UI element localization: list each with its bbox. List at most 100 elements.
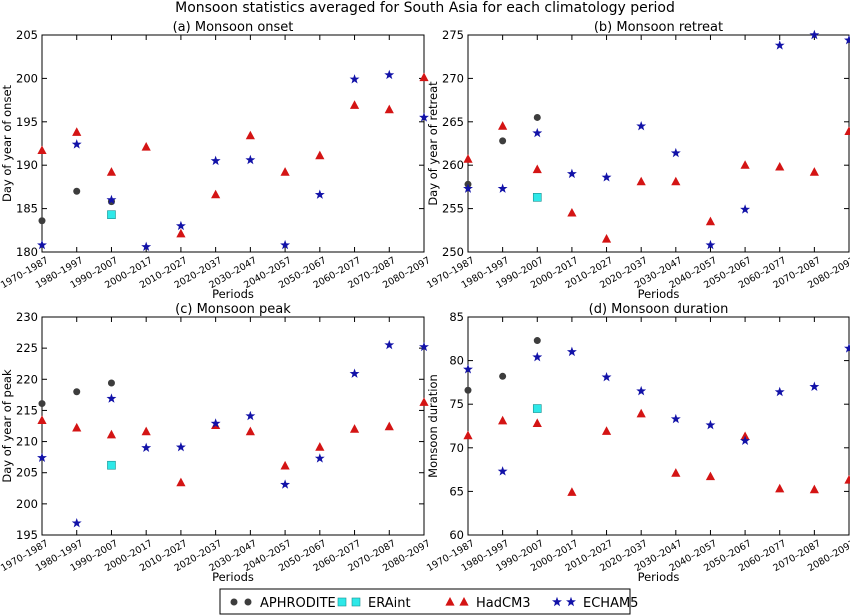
point-hadcm3 (141, 426, 151, 436)
point-aphrodite (73, 187, 81, 195)
y-tick-label: 205 (16, 28, 38, 42)
point-echam5 (497, 183, 508, 193)
legend-item-echam5: ECHAM5 (552, 596, 638, 611)
point-echam5 (71, 517, 82, 528)
point-echam5 (532, 351, 543, 362)
point-hadcm3 (705, 471, 716, 481)
y-tick-label: 275 (442, 28, 464, 42)
point-aphrodite (533, 337, 541, 345)
y-tick-label: 265 (442, 115, 464, 129)
point-hadcm3 (498, 121, 508, 130)
point-echam5 (106, 393, 117, 403)
y-tick-label: 75 (449, 397, 464, 411)
y-tick-label: 255 (442, 202, 464, 216)
series-eraint (107, 460, 116, 470)
point-echam5 (809, 381, 820, 391)
point-echam5 (71, 139, 82, 149)
x-axis-label: Periods (638, 287, 680, 301)
point-echam5 (844, 35, 850, 45)
point-echam5 (141, 442, 152, 453)
point-hadcm3 (463, 154, 473, 163)
point-echam5 (384, 339, 395, 350)
point-aphrodite (73, 388, 81, 396)
y-tick-label: 65 (449, 484, 464, 498)
panel-title: (b) Monsoon retreat (594, 20, 723, 35)
legend-marker (337, 597, 347, 607)
point-echam5 (497, 466, 508, 476)
point-echam5 (314, 189, 325, 199)
series-hadcm3 (463, 408, 850, 496)
point-hadcm3 (141, 141, 151, 151)
y-tick-label: 200 (16, 71, 38, 85)
y-tick-label: 180 (16, 245, 38, 259)
point-aphrodite (464, 386, 472, 394)
series-aphrodite (38, 187, 115, 225)
point-eraint (532, 193, 542, 202)
point-echam5 (210, 418, 221, 428)
point-echam5 (463, 183, 473, 193)
point-hadcm3 (176, 228, 186, 238)
point-aphrodite (38, 400, 46, 408)
point-hadcm3 (775, 161, 785, 171)
point-hadcm3 (463, 430, 473, 440)
point-echam5 (532, 127, 543, 138)
point-hadcm3 (671, 468, 681, 477)
y-tick-label: 250 (442, 245, 464, 259)
point-aphrodite (533, 113, 541, 121)
series-aphrodite (464, 113, 541, 188)
legend-marker (566, 596, 576, 607)
point-echam5 (774, 386, 785, 397)
point-echam5 (419, 341, 429, 352)
series-echam5 (463, 29, 850, 250)
panel-monsoon-peak: (c) Monsoon peak 195 200 205 210 215 220 225 230… (0, 302, 433, 584)
series-aphrodite (464, 337, 541, 394)
point-echam5 (141, 241, 152, 251)
point-echam5 (245, 410, 256, 421)
point-hadcm3 (384, 104, 394, 114)
y-tick-label: 205 (16, 466, 38, 480)
legend-item-eraint: ERAint (337, 596, 411, 611)
legend-item-hadcm3: HadCM3 (445, 596, 531, 611)
y-tick-label: 270 (442, 71, 464, 85)
series-echam5 (37, 339, 429, 528)
legend-marker (552, 596, 562, 607)
panel-monsoon-onset: (a) Monsoon onset1801851901952002051970–… (0, 20, 433, 301)
legend-marker (459, 597, 469, 606)
point-echam5 (566, 168, 577, 179)
point-echam5 (844, 343, 850, 353)
point-echam5 (705, 419, 716, 430)
point-echam5 (175, 220, 186, 231)
point-hadcm3 (498, 415, 508, 425)
series-hadcm3 (463, 121, 850, 243)
point-echam5 (37, 239, 47, 250)
point-hadcm3 (636, 176, 646, 186)
point-echam5 (419, 112, 429, 122)
point-hadcm3 (601, 233, 612, 243)
point-echam5 (670, 147, 681, 158)
point-hadcm3 (567, 207, 577, 217)
series-echam5 (463, 343, 850, 476)
point-hadcm3 (106, 167, 117, 176)
y-tick-label: 195 (16, 528, 38, 542)
point-echam5 (314, 453, 325, 463)
point-hadcm3 (775, 483, 785, 493)
legend-label: HadCM3 (476, 596, 531, 611)
point-echam5 (384, 69, 395, 80)
panel-monsoon-duration: (d) Monsoon duration6065707580851970–198… (425, 302, 850, 584)
point-hadcm3 (705, 216, 716, 226)
y-tick-label: 260 (442, 158, 464, 172)
y-tick-label: 190 (16, 158, 38, 172)
point-hadcm3 (532, 164, 542, 174)
point-hadcm3 (809, 484, 819, 494)
point-hadcm3 (419, 72, 429, 82)
point-echam5 (280, 479, 291, 489)
y-tick-label: 215 (16, 403, 38, 417)
point-hadcm3 (37, 145, 47, 155)
point-hadcm3 (419, 397, 429, 406)
legend-label: APHRODITE (260, 596, 336, 611)
point-hadcm3 (844, 126, 850, 135)
y-tick-label: 220 (16, 372, 38, 386)
point-hadcm3 (106, 429, 117, 439)
point-echam5 (463, 364, 473, 374)
